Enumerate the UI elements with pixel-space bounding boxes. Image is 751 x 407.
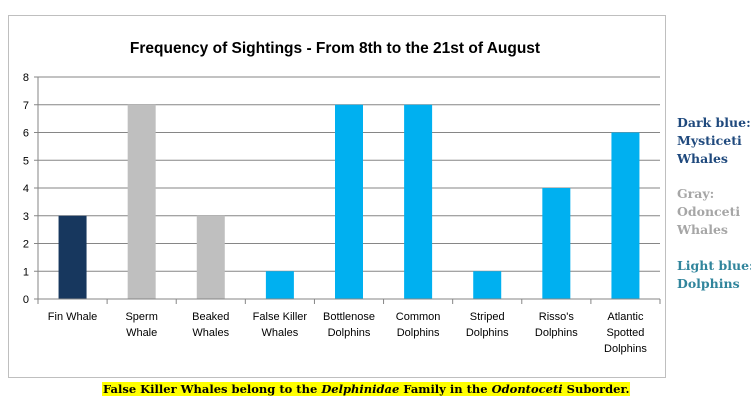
legend-line: Whales xyxy=(677,222,728,237)
x-tick-label: Bottlenose Dolphins xyxy=(323,311,375,339)
x-tick-label: Risso's Dolphins xyxy=(535,311,578,339)
x-tick-label: Beaked Whales xyxy=(192,311,229,339)
bars xyxy=(58,104,640,299)
bar xyxy=(58,215,87,299)
y-tick-label: 3 xyxy=(23,211,29,223)
y-tick-label: 1 xyxy=(23,266,29,278)
x-tick-label: Atlantic Spotted Dolphins xyxy=(604,311,647,355)
bar xyxy=(196,215,225,299)
legend-line: Dolphins xyxy=(677,276,740,291)
axes xyxy=(34,76,661,304)
legend-light-blue: Light blue: Dolphins xyxy=(677,257,751,293)
y-tick-label: 4 xyxy=(23,183,29,195)
chart-title: Frequency of Sightings - From 8th to the… xyxy=(130,40,540,57)
footnote-family: Delphinidae xyxy=(321,382,400,396)
footnote-suborder: Odontoceti xyxy=(491,382,563,396)
footnote: False Killer Whales belong to the Delphi… xyxy=(102,382,631,396)
y-tick-label: 2 xyxy=(23,239,29,251)
x-tick-label: Sperm Whale xyxy=(125,311,157,339)
bar xyxy=(127,104,156,299)
y-tick-label: 0 xyxy=(23,294,29,306)
x-tick-label: Fin Whale xyxy=(48,311,98,323)
legend-line: Gray: xyxy=(677,186,715,201)
bar xyxy=(473,271,502,299)
x-tick-label: Striped Dolphins xyxy=(466,311,509,339)
chart-frame: Frequency of Sightings - From 8th to the… xyxy=(8,15,666,378)
y-tick-label: 8 xyxy=(23,72,29,84)
bar xyxy=(542,188,571,299)
legend-line: Mysticeti xyxy=(677,133,742,148)
footnote-text-2: Family in the xyxy=(399,382,492,396)
y-tick-label: 7 xyxy=(23,100,29,112)
legend-line: Odonceti xyxy=(677,204,741,219)
x-tick-label: False Killer Whales xyxy=(253,311,308,339)
bar xyxy=(404,104,433,299)
legend-line: Dark blue: xyxy=(677,115,751,130)
legend-line: Light blue: xyxy=(677,258,751,273)
bar xyxy=(335,104,363,299)
y-tick-label: 6 xyxy=(23,128,29,140)
footnote-text-1: False Killer Whales belong to the xyxy=(103,382,322,396)
legend-gray: Gray: Odonceti Whales xyxy=(677,185,740,239)
bar xyxy=(611,132,640,299)
footnote-text-3: Suborder. xyxy=(562,382,630,396)
y-tick-label: 5 xyxy=(23,155,29,167)
bar xyxy=(265,271,294,299)
legend-line: Whales xyxy=(677,151,728,166)
bar-chart: Frequency of Sightings - From 8th to the… xyxy=(23,40,661,355)
x-tick-label: Common Dolphins xyxy=(396,311,441,339)
tick-labels: 0 1 2 3 4 5 6 7 8 Fin Whale Sperm Whale Beaked Whales… xyxy=(23,72,647,355)
legend-dark-blue: Dark blue: Mysticeti Whales xyxy=(677,114,751,168)
